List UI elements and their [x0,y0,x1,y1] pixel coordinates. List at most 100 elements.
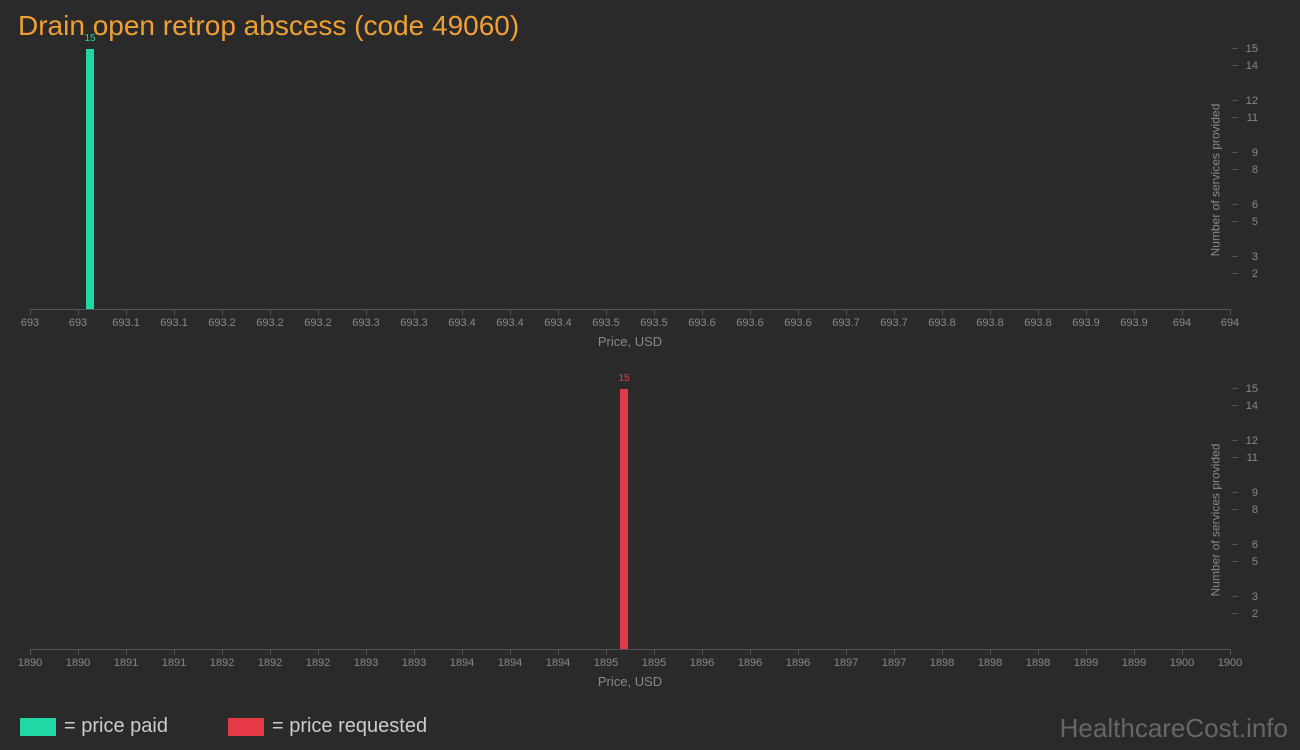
x-tick-label: 1897 [834,657,858,669]
legend-label-requested: = price requested [272,715,427,738]
x-tick-mark [1038,649,1039,655]
x-tick-label: 1900 [1170,657,1194,669]
x-tick-label: 1895 [642,657,666,669]
y-tick-mark [1232,48,1238,49]
x-tick-label: 693.2 [208,317,236,329]
y-tick-mark [1232,204,1238,205]
x-tick-label: 693 [21,317,39,329]
y-tick-mark [1232,596,1238,597]
bar-value-label: 15 [618,373,629,384]
y-tick-mark [1232,509,1238,510]
y-tick-label: 14 [1246,400,1258,412]
y-tick-label: 6 [1252,199,1258,211]
x-tick-mark [558,649,559,655]
legend-swatch-paid [20,718,56,736]
x-tick-label: 1894 [498,657,522,669]
x-tick-mark [366,309,367,315]
y-tick-label: 11 [1247,452,1258,464]
y-tick-mark [1232,492,1238,493]
plot-area-requested: Number of services provided Price, USD 1… [30,390,1230,650]
y-tick-mark [1232,388,1238,389]
y-tick-mark [1232,65,1238,66]
y-tick-label: 8 [1252,164,1258,176]
x-tick-label: 693.5 [592,317,620,329]
x-tick-mark [222,649,223,655]
x-tick-mark [606,649,607,655]
x-tick-mark [702,309,703,315]
legend-item-requested: = price requested [228,715,427,738]
x-axis-label: Price, USD [598,334,662,349]
x-tick-label: 1891 [162,657,186,669]
x-tick-label: 1896 [738,657,762,669]
x-tick-label: 693.9 [1072,317,1100,329]
x-tick-mark [654,649,655,655]
x-tick-label: 1892 [210,657,234,669]
x-tick-mark [270,649,271,655]
x-tick-mark [1230,309,1231,315]
x-tick-label: 693.4 [448,317,476,329]
x-tick-mark [78,309,79,315]
x-tick-label: 693.3 [400,317,428,329]
x-tick-mark [510,649,511,655]
y-tick-label: 9 [1252,147,1258,159]
x-tick-mark [750,649,751,655]
x-tick-label: 1898 [1026,657,1050,669]
x-tick-label: 693.2 [304,317,332,329]
chart-price-requested: Number of services provided Price, USD 1… [30,390,1230,650]
x-tick-mark [990,649,991,655]
x-tick-label: 1896 [786,657,810,669]
x-tick-label: 1890 [66,657,90,669]
x-tick-label: 694 [1221,317,1239,329]
x-tick-mark [126,649,127,655]
x-tick-label: 1899 [1122,657,1146,669]
x-tick-mark [30,309,31,315]
x-tick-label: 693.1 [160,317,188,329]
x-tick-label: 693.7 [880,317,908,329]
y-tick-mark [1232,405,1238,406]
x-tick-mark [798,309,799,315]
x-tick-label: 693.6 [784,317,812,329]
y-tick-mark [1232,100,1238,101]
page-title: Drain open retrop abscess (code 49060) [0,0,1300,42]
x-tick-mark [366,649,367,655]
x-tick-mark [798,649,799,655]
x-tick-label: 693.5 [640,317,668,329]
x-tick-mark [318,309,319,315]
y-tick-label: 14 [1246,60,1258,72]
legend-swatch-requested [228,718,264,736]
x-tick-label: 1893 [402,657,426,669]
x-tick-label: 693.1 [112,317,140,329]
legend: = price paid = price requested [20,715,427,738]
x-tick-label: 1894 [450,657,474,669]
x-tick-label: 693.9 [1120,317,1148,329]
watermark: HealthcareCost.info [1060,713,1288,744]
x-tick-mark [942,649,943,655]
y-tick-label: 3 [1252,251,1258,263]
x-tick-mark [318,649,319,655]
x-tick-mark [1086,649,1087,655]
y-tick-mark [1232,613,1238,614]
x-tick-label: 1890 [18,657,42,669]
x-tick-mark [846,649,847,655]
x-tick-label: 693.2 [256,317,284,329]
x-tick-mark [750,309,751,315]
x-tick-label: 1899 [1074,657,1098,669]
x-tick-mark [174,309,175,315]
y-tick-label: 12 [1246,95,1258,107]
x-tick-mark [942,309,943,315]
y-tick-label: 15 [1246,383,1258,395]
legend-item-paid: = price paid [20,715,168,738]
x-tick-label: 1894 [546,657,570,669]
y-tick-mark [1232,169,1238,170]
y-tick-label: 6 [1252,539,1258,551]
x-tick-mark [1230,649,1231,655]
x-tick-mark [270,309,271,315]
x-tick-mark [462,649,463,655]
x-tick-label: 693.8 [928,317,956,329]
x-tick-label: 694 [1173,317,1191,329]
x-tick-label: 1895 [594,657,618,669]
bar: 15 [86,49,94,309]
x-tick-label: 1893 [354,657,378,669]
x-tick-label: 1900 [1218,657,1242,669]
y-tick-label: 12 [1246,435,1258,447]
